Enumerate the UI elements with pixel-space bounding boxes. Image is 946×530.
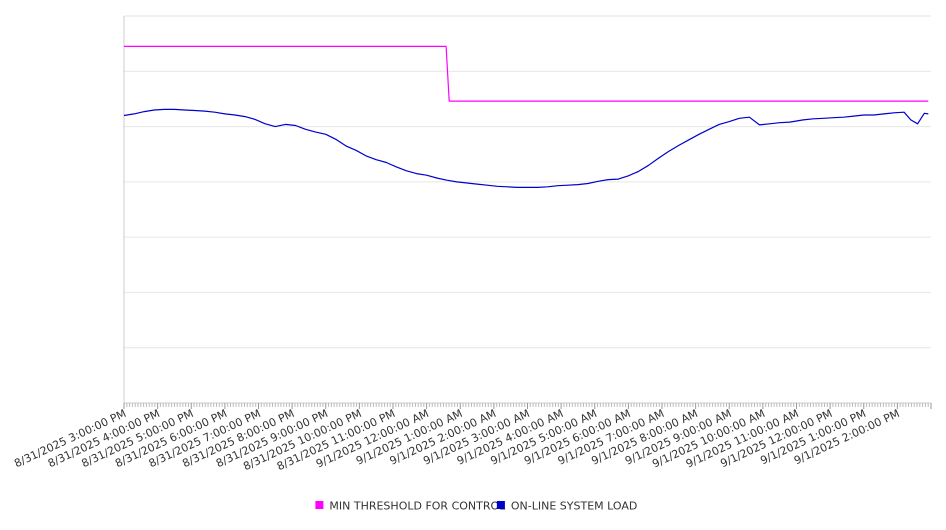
gridlines [124, 15, 931, 404]
x-tick-labels: 8/31/2025 3:00:00 PM8/31/2025 4:00:00 PM… [12, 407, 901, 473]
legend-swatch [315, 501, 324, 509]
series-lines [123, 45, 929, 188]
axes [123, 16, 931, 404]
legend-label: ON-LINE SYSTEM LOAD [511, 500, 637, 513]
series-line-1 [123, 108, 929, 188]
x-minor-ticks [123, 403, 932, 409]
legend-swatch [496, 501, 505, 509]
legend-item-0[interactable]: MIN THRESHOLD FOR CONTROL [315, 500, 506, 513]
legend-label: MIN THRESHOLD FOR CONTROL [329, 500, 506, 513]
legend-item-1[interactable]: ON-LINE SYSTEM LOAD [496, 500, 637, 513]
series-line-0 [124, 45, 929, 102]
legend[interactable]: MIN THRESHOLD FOR CONTROL ON-LINE SYSTEM … [315, 500, 637, 513]
